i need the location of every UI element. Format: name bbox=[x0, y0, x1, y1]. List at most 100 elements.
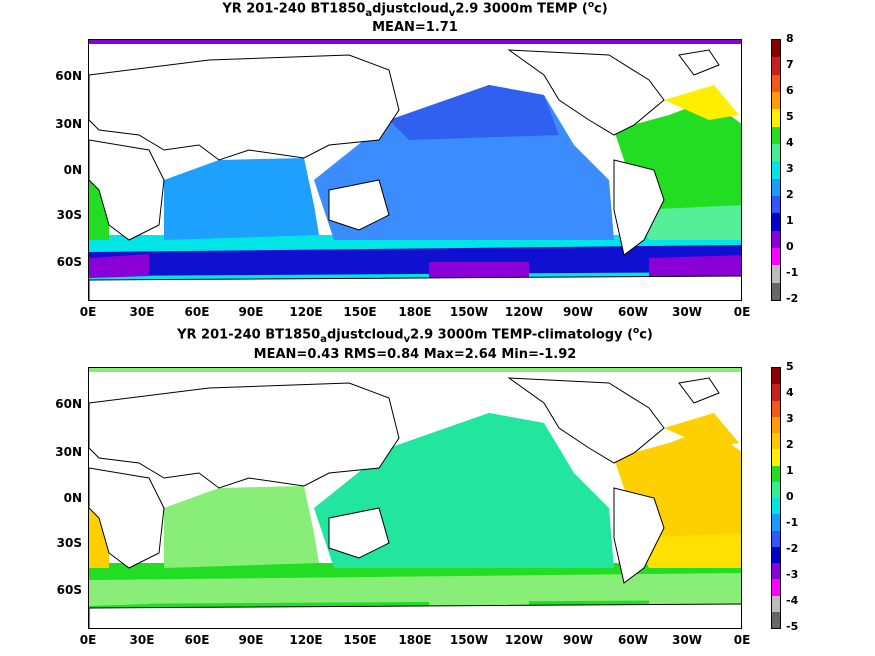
eurasia-outline bbox=[89, 54, 400, 161]
map-subtitle-1: MEAN=1.71 bbox=[372, 20, 458, 35]
colorbar-segment bbox=[772, 91, 780, 110]
colorbar-segment bbox=[772, 40, 780, 58]
longitude-label: 180E bbox=[398, 305, 432, 319]
longitude-label: 90E bbox=[238, 633, 264, 647]
colorbar-label: -2 bbox=[786, 292, 799, 305]
colorbar-segment bbox=[772, 595, 780, 612]
latitude-label: 60S bbox=[56, 255, 82, 269]
colorbar-label: 7 bbox=[786, 58, 794, 71]
colorbar bbox=[771, 367, 781, 629]
latitude-label: 30N bbox=[55, 445, 82, 459]
colorbar-segment bbox=[772, 74, 780, 92]
colorbar-label: -2 bbox=[786, 542, 799, 555]
colorbar-label: -4 bbox=[786, 594, 799, 607]
greenland-outline bbox=[678, 377, 720, 404]
longitude-label: 120E bbox=[289, 305, 323, 319]
longitude-label: 60W bbox=[618, 633, 648, 647]
colorbar-segment bbox=[772, 416, 780, 433]
colorbar-label: 2 bbox=[786, 438, 794, 451]
colorbar-segment bbox=[772, 368, 780, 385]
colorbar-segment bbox=[772, 465, 780, 482]
colorbar-segment bbox=[772, 498, 780, 515]
colorbar-segment bbox=[772, 161, 780, 179]
longitude-label: 30E bbox=[129, 305, 155, 319]
colorbar-label: 8 bbox=[786, 32, 794, 45]
colorbar-segment bbox=[772, 530, 780, 547]
latitude-label: 30N bbox=[55, 117, 82, 131]
antarctic-band bbox=[89, 573, 741, 604]
colorbar-label: -5 bbox=[786, 620, 799, 633]
africa-outline bbox=[89, 139, 165, 241]
longitude-label: 120E bbox=[289, 633, 323, 647]
latitude-label: 60S bbox=[56, 583, 82, 597]
latitude-label: 0N bbox=[63, 491, 82, 505]
colorbar-label: 1 bbox=[786, 464, 794, 477]
longitude-label: 0E bbox=[79, 305, 97, 319]
colorbar-label: -3 bbox=[786, 568, 799, 581]
south-america-outline bbox=[613, 159, 665, 256]
eurasia-outline bbox=[89, 382, 400, 489]
map-subtitle-2: MEAN=0.43 RMS=0.84 Max=2.64 Min=-1.92 bbox=[253, 347, 577, 362]
longitude-label: 90W bbox=[563, 305, 593, 319]
colorbar-segment bbox=[772, 546, 780, 563]
longitude-label: 150W bbox=[449, 633, 489, 647]
latitude-label: 30S bbox=[56, 208, 82, 222]
north-pacific bbox=[389, 85, 559, 140]
north-atlantic bbox=[664, 413, 739, 448]
colorbar-segment bbox=[772, 247, 780, 266]
colorbar-segment bbox=[772, 57, 780, 75]
colorbar-label: 3 bbox=[786, 162, 794, 175]
colorbar-segment bbox=[772, 230, 780, 248]
longitude-label: 150E bbox=[343, 305, 377, 319]
south-atlantic bbox=[634, 205, 741, 240]
temperature-anomaly-map bbox=[88, 367, 742, 629]
longitude-label: 0E bbox=[733, 305, 751, 319]
south-atlantic bbox=[634, 533, 741, 568]
latitude-label: 30S bbox=[56, 536, 82, 550]
north-pacific bbox=[389, 413, 559, 468]
colorbar-label: -1 bbox=[786, 516, 799, 529]
colorbar-segment bbox=[772, 178, 780, 196]
colorbar-segment bbox=[772, 384, 780, 401]
colorbar-label: 4 bbox=[786, 386, 794, 399]
longitude-label: 180E bbox=[398, 633, 432, 647]
colorbar-segment bbox=[772, 195, 780, 214]
colorbar-segment bbox=[772, 143, 780, 162]
antarctic-band bbox=[89, 245, 741, 276]
longitude-label: 150E bbox=[343, 633, 377, 647]
colorbar-segment bbox=[772, 449, 780, 466]
colorbar-segment bbox=[772, 265, 780, 283]
longitude-label: 60W bbox=[618, 305, 648, 319]
longitude-label: 90W bbox=[563, 633, 593, 647]
colorbar-label: -1 bbox=[786, 266, 799, 279]
greenland-outline bbox=[678, 49, 720, 76]
colorbar-label: 6 bbox=[786, 84, 794, 97]
colorbar-label: 5 bbox=[786, 360, 794, 373]
latitude-label: 60N bbox=[55, 397, 82, 411]
longitude-label: 30W bbox=[672, 305, 702, 319]
colorbar-label: 4 bbox=[786, 136, 794, 149]
colorbar-segment bbox=[772, 481, 780, 498]
colorbar-label: 0 bbox=[786, 490, 794, 503]
arctic-strip bbox=[89, 40, 741, 44]
colorbar bbox=[771, 39, 781, 301]
longitude-label: 0E bbox=[733, 633, 751, 647]
colorbar-label: 5 bbox=[786, 110, 794, 123]
north-america-outline bbox=[507, 377, 665, 464]
north-atlantic bbox=[664, 85, 739, 120]
indian-ocean bbox=[164, 486, 319, 568]
indian-ocean bbox=[164, 158, 319, 240]
longitude-label: 60E bbox=[184, 633, 210, 647]
map-title-2: YR 201-240 BT1850adjustcloudv2.9 3000m T… bbox=[177, 326, 653, 345]
africa-outline bbox=[89, 467, 165, 569]
colorbar-label: 0 bbox=[786, 240, 794, 253]
colorbar-segment bbox=[772, 400, 780, 417]
colorbar-segment bbox=[772, 514, 780, 531]
antarctica-outline bbox=[89, 275, 741, 300]
map-title-1: YR 201-240 BT1850adjustcloudv2.9 3000m T… bbox=[222, 0, 608, 19]
colorbar-segment bbox=[772, 579, 780, 596]
australia-outline bbox=[328, 179, 390, 231]
longitude-label: 0E bbox=[79, 633, 97, 647]
latitude-label: 0N bbox=[63, 163, 82, 177]
colorbar-label: 1 bbox=[786, 214, 794, 227]
